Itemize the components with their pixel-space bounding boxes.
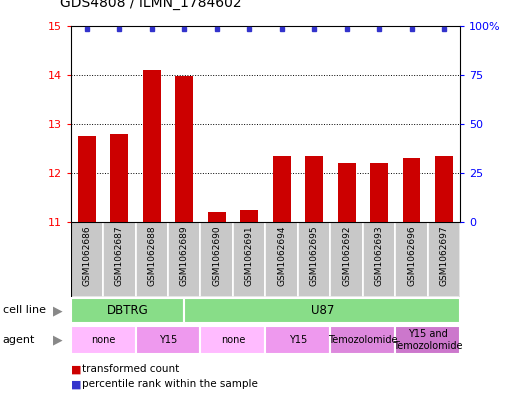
Bar [184,298,460,323]
Bar [135,326,200,354]
Bar [135,222,168,297]
Bar [305,156,323,222]
Text: cell line: cell line [3,305,46,316]
Bar [363,222,395,297]
Text: Temozolomide: Temozolomide [328,335,397,345]
Text: Y15 and
Temozolomide: Y15 and Temozolomide [393,329,462,351]
Bar [71,326,135,354]
Text: GSM1062689: GSM1062689 [180,226,189,286]
Text: GSM1062693: GSM1062693 [374,226,383,286]
Text: GSM1062694: GSM1062694 [277,226,286,286]
Text: GSM1062686: GSM1062686 [82,226,92,286]
Text: GSM1062697: GSM1062697 [439,226,449,286]
Bar [71,222,103,297]
Bar [233,222,266,297]
Bar [395,326,460,354]
Text: GSM1062688: GSM1062688 [147,226,156,286]
Bar [298,222,331,297]
Bar [266,222,298,297]
Text: GSM1062687: GSM1062687 [115,226,124,286]
Bar [403,158,420,222]
Text: ▶: ▶ [53,333,62,347]
Text: percentile rank within the sample: percentile rank within the sample [82,379,258,389]
Bar [143,70,161,222]
Bar [331,326,395,354]
Text: Y15: Y15 [289,335,307,345]
Bar [208,212,225,222]
Bar [78,136,96,222]
Bar [200,222,233,297]
Text: GDS4808 / ILMN_1784602: GDS4808 / ILMN_1784602 [60,0,242,10]
Text: ▶: ▶ [53,304,62,317]
Bar [200,326,266,354]
Bar [272,156,291,222]
Bar [168,222,200,297]
Text: GSM1062696: GSM1062696 [407,226,416,286]
Bar [175,75,193,222]
Text: GSM1062692: GSM1062692 [342,226,351,286]
Text: ■: ■ [71,379,81,389]
Bar [71,298,184,323]
Text: ■: ■ [71,364,81,374]
Bar [395,222,428,297]
Text: GSM1062695: GSM1062695 [310,226,319,286]
Bar [103,222,135,297]
Bar [110,134,128,222]
Bar [428,222,460,297]
Text: transformed count: transformed count [82,364,179,374]
Bar [435,156,453,222]
Bar [338,163,356,222]
Text: agent: agent [3,335,35,345]
Text: GSM1062690: GSM1062690 [212,226,221,286]
Text: none: none [91,335,115,345]
Bar [370,163,388,222]
Text: U87: U87 [311,304,334,317]
Text: DBTRG: DBTRG [107,304,149,317]
Bar [331,222,363,297]
Text: GSM1062691: GSM1062691 [245,226,254,286]
Text: none: none [221,335,245,345]
Text: Y15: Y15 [159,335,177,345]
Bar [266,326,331,354]
Bar [240,210,258,222]
